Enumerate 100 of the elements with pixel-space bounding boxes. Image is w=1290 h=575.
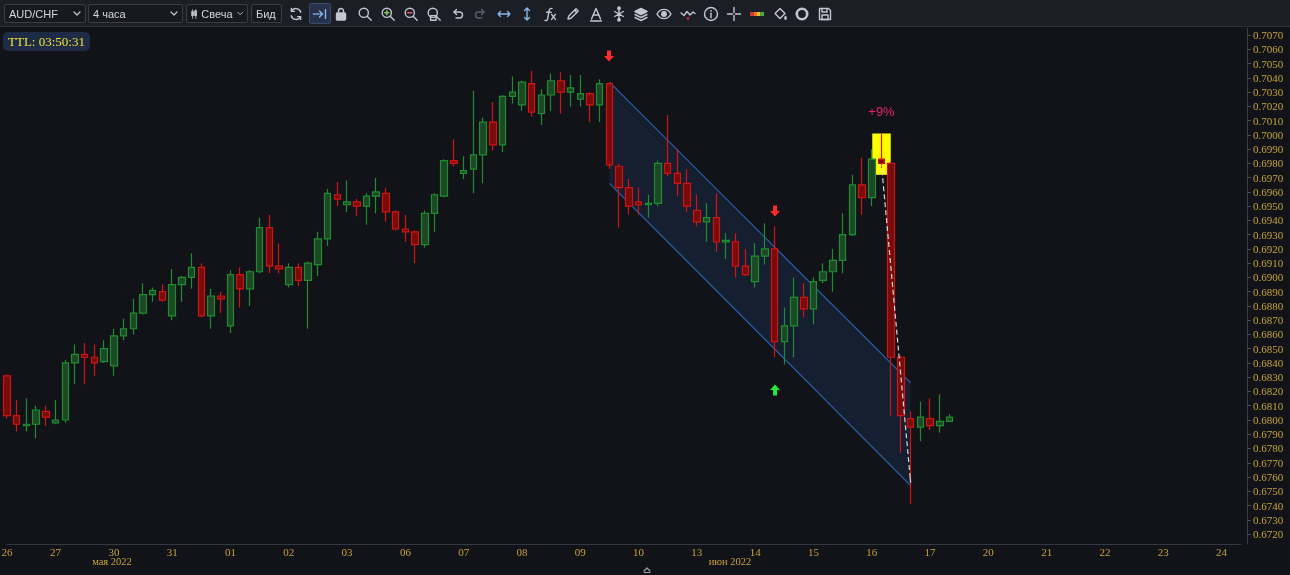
- candlestick: [702, 202, 711, 243]
- y-tick-label: 0.6720: [1253, 528, 1284, 541]
- y-tick-label: 0.7050: [1253, 57, 1284, 70]
- candlestick: [809, 276, 818, 326]
- candlestick: [546, 73, 556, 112]
- candlestick: [731, 232, 740, 279]
- candlestick: [838, 212, 847, 274]
- candlestick: [566, 74, 575, 107]
- x-tick-label: 03: [341, 545, 354, 558]
- y-tick-label: 0.6870: [1253, 314, 1284, 327]
- candlestick: [90, 343, 99, 377]
- candlestick: [352, 198, 362, 217]
- y-tick-label: 0.6940: [1253, 214, 1284, 227]
- y-tick-label: 0.6980: [1253, 157, 1284, 170]
- x-tick-label: 09: [574, 545, 587, 558]
- candlestick: [721, 232, 731, 260]
- x-tick-label: 10: [633, 545, 645, 558]
- y-tick-label: 0.7010: [1253, 114, 1284, 127]
- candlestick: [712, 192, 721, 253]
- candlestick: [284, 262, 294, 289]
- candlestick: [333, 181, 342, 207]
- candlestick: [537, 88, 546, 126]
- y-tick-label: 0.7020: [1253, 100, 1284, 113]
- candlestick: [245, 269, 255, 307]
- y-tick-label: 0.6960: [1253, 185, 1284, 198]
- candlestick: [945, 413, 954, 423]
- candlestick: [371, 177, 381, 214]
- candlestick: [848, 174, 857, 237]
- candlestick: [197, 262, 206, 318]
- y-tick-label: 0.7060: [1253, 43, 1284, 56]
- candlestick: [799, 282, 809, 318]
- candlestick: [187, 252, 196, 290]
- y-tick-label: 0.6820: [1253, 385, 1284, 398]
- candlestick: [70, 343, 80, 385]
- candlestick: [294, 262, 303, 287]
- candlestick: [857, 157, 867, 216]
- candlestick: [22, 398, 31, 432]
- x-tick-label: 16: [866, 545, 878, 558]
- candlestick: [488, 101, 498, 152]
- candlestick: [576, 74, 585, 107]
- x-tick-label: 22: [1099, 545, 1111, 558]
- x-tick-label: 06: [399, 545, 412, 558]
- y-tick-label: 0.6800: [1253, 413, 1284, 426]
- x-tick-label: 17: [924, 545, 937, 558]
- candlestick: [235, 266, 245, 308]
- candlestick: [527, 70, 536, 117]
- candlestick: [663, 114, 672, 177]
- candlestick: [886, 161, 896, 417]
- y-tick-label: 0.7030: [1253, 86, 1284, 99]
- candlestick: [31, 405, 41, 440]
- dropdown: AUD/CHF: [4, 4, 86, 23]
- candlestick: [828, 248, 838, 293]
- x-tick-label: 01: [224, 545, 236, 558]
- candlestick: [789, 276, 799, 358]
- candlestick: [459, 155, 468, 180]
- candlestick: [226, 269, 235, 334]
- candlestick: [780, 306, 789, 365]
- candlestick: [206, 288, 216, 330]
- y-tick-label: 0.6860: [1253, 328, 1284, 341]
- candlestick: [750, 242, 760, 289]
- candlestick: [498, 94, 507, 153]
- x-tick-label: 07: [458, 545, 470, 558]
- candlestick: [61, 359, 70, 424]
- candlestick: [644, 194, 653, 219]
- x-tick-label: 02: [283, 545, 295, 558]
- candlestick: [41, 405, 51, 427]
- candlestick: [760, 222, 770, 266]
- candlestick: [342, 179, 352, 213]
- candlestick: [138, 282, 148, 316]
- candlestick: [410, 229, 420, 264]
- candlestick: [478, 117, 488, 184]
- candlestick: [439, 158, 449, 199]
- x-tick-label: 24: [1216, 545, 1228, 558]
- x-tick-label: 23: [1157, 545, 1170, 558]
- y-tick-label: 0.6990: [1253, 143, 1284, 156]
- y-tick-label: 0.7040: [1253, 71, 1284, 84]
- y-tick-label: 0.6780: [1253, 442, 1284, 455]
- candlestick: [770, 225, 779, 358]
- y-tick-label: 0.6970: [1253, 171, 1284, 184]
- candlestick: [158, 283, 167, 303]
- candlestick: [420, 209, 430, 249]
- candlestick: [129, 298, 138, 336]
- candlestick: [925, 398, 935, 431]
- y-tick-label: 0.6810: [1253, 399, 1284, 412]
- x-tick-label: 15: [807, 545, 820, 558]
- y-tick-label: 0.6950: [1253, 200, 1284, 213]
- y-tick-label: 0.6880: [1253, 299, 1284, 312]
- candlestick: [255, 216, 264, 274]
- x-tick-label: 08: [516, 545, 528, 558]
- candlestick: [274, 242, 284, 274]
- y-tick-label: 0.7000: [1253, 128, 1284, 141]
- x-tick-label: 13: [691, 545, 703, 558]
- candlestick: [673, 148, 682, 197]
- candlestick: [148, 286, 157, 303]
- y-tick-label: 0.6830: [1253, 371, 1284, 384]
- y-tick-label: 0.6730: [1253, 513, 1284, 526]
- candlestick: [818, 262, 828, 284]
- candlestick: [682, 168, 692, 213]
- y-tick-label: 0.6920: [1253, 242, 1284, 255]
- candlestick: [391, 209, 400, 232]
